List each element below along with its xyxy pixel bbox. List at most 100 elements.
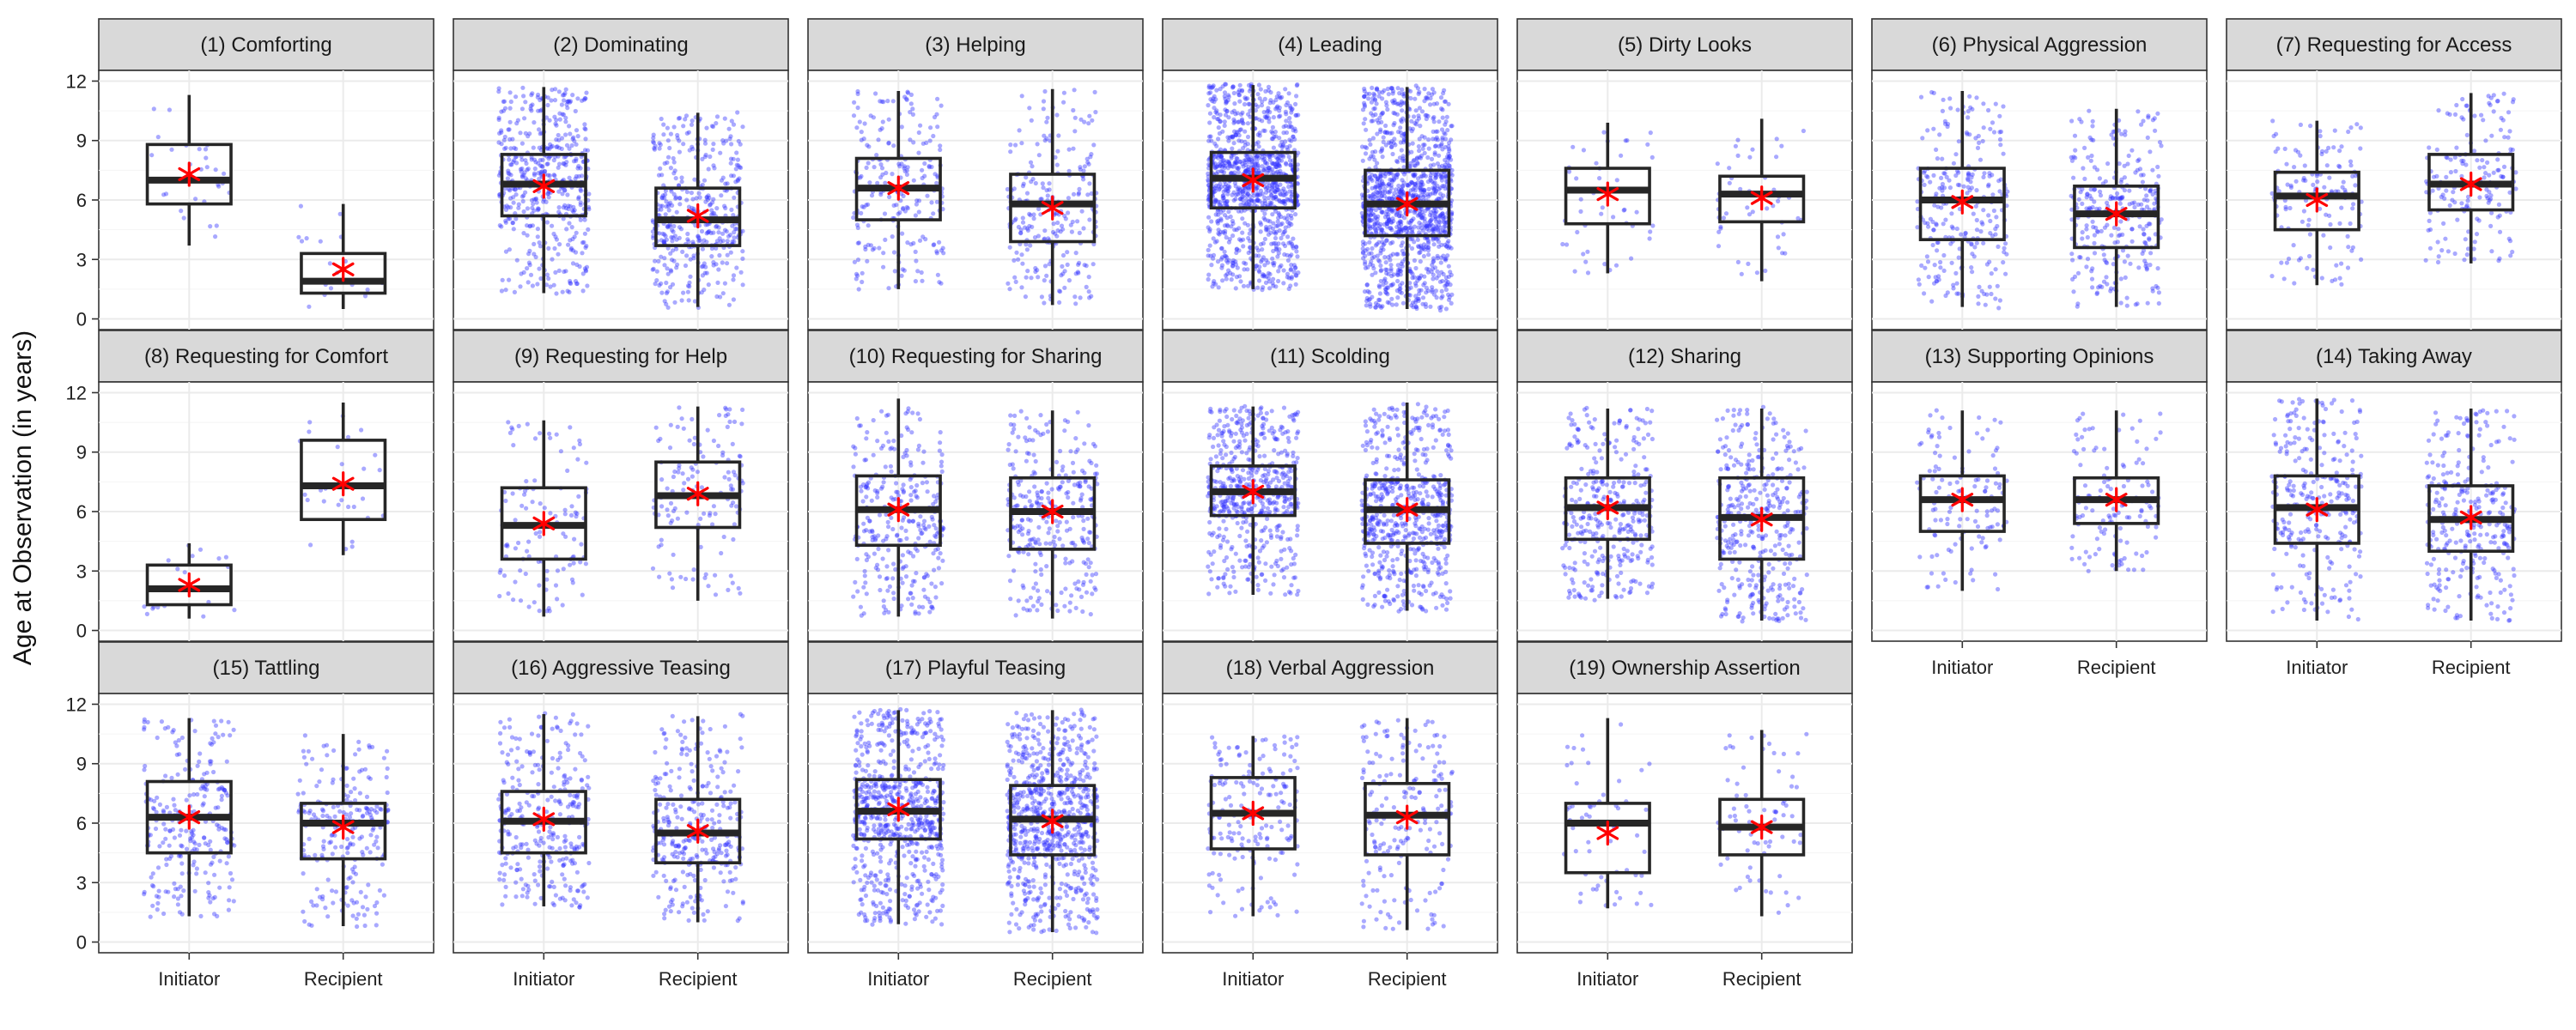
jitter-point xyxy=(2075,304,2080,309)
jitter-point xyxy=(2474,232,2480,237)
jitter-point xyxy=(2132,204,2137,210)
jitter-point xyxy=(1449,124,1454,129)
jitter-point xyxy=(572,138,577,143)
jitter-point xyxy=(1277,228,1282,233)
jitter-point xyxy=(905,240,910,245)
jitter-point xyxy=(666,202,671,207)
jitter-point xyxy=(729,142,734,147)
jitter-point xyxy=(2496,202,2501,207)
jitter-point xyxy=(1439,196,1444,201)
jitter-point xyxy=(662,161,667,166)
jitter-point xyxy=(1270,261,1275,266)
jitter-point xyxy=(1029,118,1034,123)
jitter-point xyxy=(536,92,541,98)
jitter-point xyxy=(1378,149,1383,154)
jitter-point xyxy=(544,115,550,120)
jitter-point xyxy=(1217,130,1222,136)
jitter-point xyxy=(1384,209,1389,214)
jitter-point xyxy=(1287,254,1292,259)
jitter-point xyxy=(1955,107,1960,112)
jitter-point xyxy=(1422,87,1427,92)
jitter-point xyxy=(2156,173,2161,179)
jitter-point xyxy=(2305,265,2310,270)
jitter-point xyxy=(546,195,551,200)
jitter-point xyxy=(659,196,665,201)
jitter-point xyxy=(359,427,364,433)
jitter-point xyxy=(1715,161,1720,167)
jitter-point xyxy=(1431,136,1436,142)
jitter-point xyxy=(2324,212,2329,217)
jitter-point xyxy=(513,146,519,151)
jitter-point xyxy=(1942,171,1947,176)
jitter-point xyxy=(2506,135,2511,140)
jitter-point xyxy=(2444,174,2449,179)
jitter-point xyxy=(1976,133,1981,139)
jitter-point xyxy=(521,209,526,215)
jitter-point xyxy=(2159,143,2164,148)
jitter-point xyxy=(1017,128,1022,133)
jitter-point xyxy=(1360,158,1365,163)
jitter-point xyxy=(852,100,857,105)
jitter-point xyxy=(1066,196,1071,201)
jitter-point xyxy=(1295,82,1300,88)
jitter-point xyxy=(2423,258,2428,263)
jitter-point xyxy=(232,608,237,613)
jitter-point xyxy=(571,209,576,215)
jitter-point xyxy=(733,167,738,172)
jitter-point xyxy=(1379,193,1385,198)
jitter-point xyxy=(1247,187,1252,192)
jitter-point xyxy=(2501,91,2506,96)
jitter-point xyxy=(2142,197,2147,203)
jitter-point xyxy=(902,209,908,214)
jitter-point xyxy=(732,227,738,232)
jitter-point xyxy=(1030,164,1035,169)
jitter-point xyxy=(1392,120,1397,126)
jitter-point xyxy=(541,199,546,204)
jitter-point xyxy=(711,142,716,147)
jitter-point xyxy=(686,298,691,303)
jitter-point xyxy=(2145,300,2150,306)
jitter-point xyxy=(2089,276,2095,282)
jitter-point xyxy=(2427,145,2432,150)
jitter-point xyxy=(1085,192,1091,197)
jitter-point xyxy=(1996,306,2002,311)
jitter-point xyxy=(2148,149,2153,154)
jitter-point xyxy=(537,240,542,245)
jitter-point xyxy=(2284,161,2289,167)
jitter-point xyxy=(904,204,909,210)
jitter-point xyxy=(1218,87,1223,92)
jitter-point xyxy=(575,96,580,101)
jitter-point xyxy=(538,244,544,249)
jitter-point xyxy=(553,270,558,275)
jitter-point xyxy=(584,90,589,95)
jitter-point xyxy=(1564,242,1570,247)
jitter-point xyxy=(519,157,525,162)
jitter-point xyxy=(1376,223,1382,229)
jitter-point xyxy=(584,243,589,249)
jitter-point xyxy=(1263,186,1269,191)
jitter-point xyxy=(1047,262,1052,267)
jitter-point xyxy=(570,208,575,213)
jitter-point xyxy=(335,445,340,450)
jitter-point xyxy=(718,294,723,300)
jitter-point xyxy=(1081,177,1086,182)
jitter-point xyxy=(914,202,919,207)
jitter-point xyxy=(1365,246,1370,251)
jitter-point xyxy=(1931,90,1936,95)
jitter-point xyxy=(511,200,516,205)
jitter-point xyxy=(1938,265,1943,270)
jitter-point xyxy=(2464,252,2470,258)
jitter-point xyxy=(576,164,581,169)
jitter-point xyxy=(667,145,672,151)
jitter-point xyxy=(1284,161,1289,167)
jitter-point xyxy=(899,124,904,130)
jitter-point xyxy=(1007,287,1012,292)
jitter-point xyxy=(2324,148,2329,154)
jitter-point xyxy=(887,194,892,200)
jitter-point xyxy=(735,110,740,115)
jitter-point xyxy=(307,304,312,309)
jitter-point xyxy=(1613,263,1619,268)
jitter-point xyxy=(1437,279,1443,284)
jitter-point xyxy=(584,264,590,270)
